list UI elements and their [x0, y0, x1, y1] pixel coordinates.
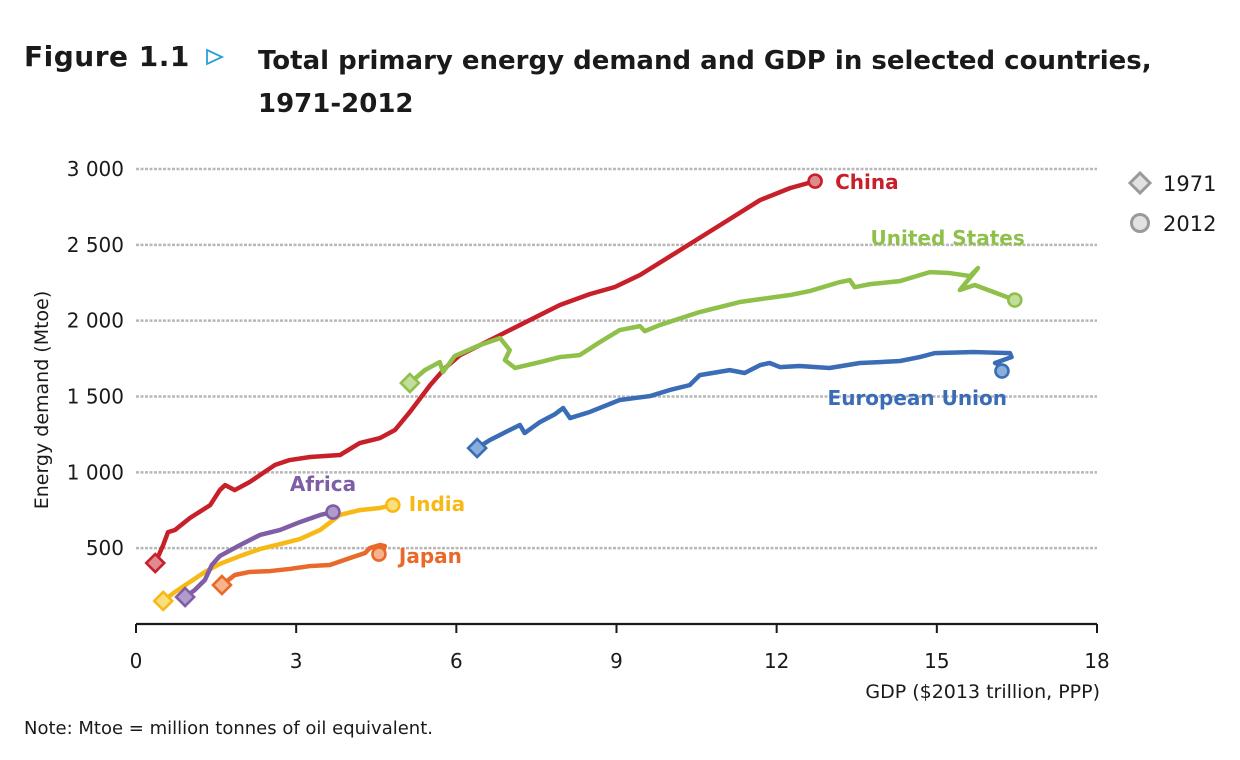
x-tick-label: 12: [764, 649, 789, 673]
series-labels: China United States European Union India Afr…: [290, 170, 1025, 568]
series-label-united-states: United States: [871, 226, 1025, 250]
series-label-india: India: [409, 492, 465, 516]
legend: 1971 2012: [1127, 170, 1216, 236]
y-tick-label: 1 000: [67, 460, 124, 484]
x-axis-label: GDP ($2013 trillion, PPP): [865, 681, 1100, 703]
x-tick-label: 18: [1084, 649, 1109, 673]
series-line-africa: [182, 509, 336, 600]
series-line-india: [160, 502, 396, 604]
marker-2012-india: [385, 497, 401, 513]
x-tick-label: 3: [290, 649, 303, 673]
y-tick-label: 2 000: [67, 309, 124, 333]
legend-label: 1971: [1163, 172, 1216, 196]
marker-1971-japan: [211, 574, 233, 596]
marker-2012-china: [807, 173, 823, 189]
marker-2012-japan: [371, 546, 387, 562]
y-axis-label: Energy demand (Mtoe): [31, 291, 53, 510]
legend-circle-icon: [1130, 213, 1150, 233]
series-line-european-union: [474, 349, 1014, 451]
y-tick-label: 2 500: [67, 233, 124, 257]
marker-1971-china: [144, 552, 167, 574]
x-tick-label: 15: [924, 649, 949, 673]
x-tick-label: 9: [610, 649, 623, 673]
marker-2012-united-states: [1006, 292, 1023, 308]
figure-note: Note: Mtoe = million tonnes of oil equiv…: [24, 718, 433, 739]
series-line-china: [152, 178, 818, 566]
y-tick-label: 500: [86, 536, 124, 560]
x-axis: 0 3 6 9 12 15 18: [130, 622, 1110, 673]
marker-1971-european-union: [466, 437, 488, 459]
series-label-european-union: European Union: [828, 386, 1007, 410]
series-label-africa: Africa: [290, 472, 356, 496]
figure-title: Total primary energy demand and GDP in s…: [258, 46, 1152, 119]
x-tick-label: 0: [130, 649, 143, 673]
series-line-united-states: [407, 265, 1018, 386]
x-tick-label: 6: [450, 649, 463, 673]
marker-2012-european-union: [994, 363, 1010, 379]
series-label-japan: Japan: [397, 544, 462, 568]
legend-label: 2012: [1163, 212, 1216, 236]
marker-1971-india: [152, 590, 175, 612]
y-tick-label: 3 000: [67, 157, 124, 181]
series-line-japan: [219, 542, 388, 588]
marker-2012-africa: [325, 504, 341, 520]
series-lines: [152, 178, 1018, 604]
legend-diamond-icon: [1127, 170, 1153, 196]
y-tick-label: 1 500: [67, 385, 124, 409]
series-markers: [144, 173, 1023, 612]
figure-number: Figure 1.1: [24, 40, 190, 73]
triangle-right-outline-icon: [206, 48, 225, 66]
marker-1971-africa: [174, 586, 196, 608]
marker-1971-united-states: [399, 372, 421, 394]
y-tick-labels: 500 1 000 1 500 2 000 2 500 3 000: [67, 157, 124, 560]
series-label-china: China: [835, 170, 899, 194]
gridlines: [136, 167, 1097, 550]
